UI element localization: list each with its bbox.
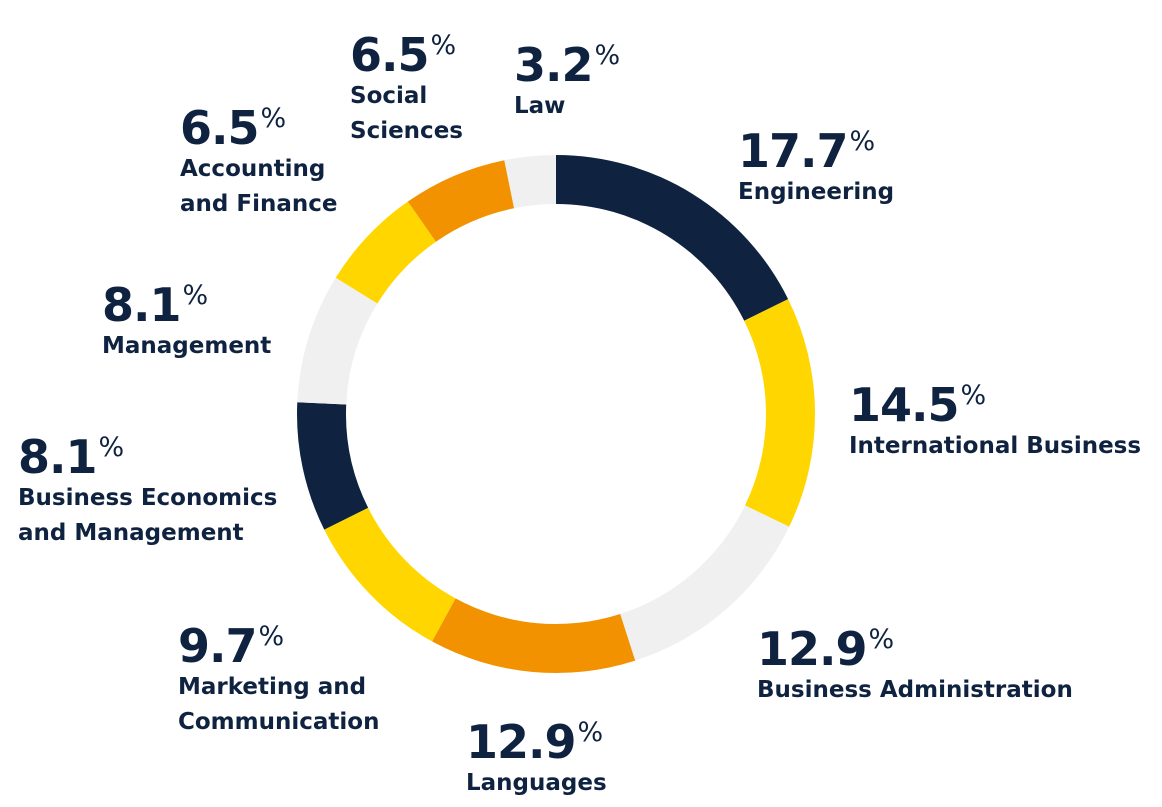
percent-symbol: % [594,40,621,71]
percent-number: 8.1 [18,430,97,484]
slice-management [297,277,378,405]
slice-social-sciences [407,160,515,242]
category-name: Business Administration [757,673,1073,708]
category-name-line: International Business [849,433,1142,459]
slice-law [504,155,556,209]
percent-value: 12.9% [757,616,1073,673]
category-name: Engineering [738,175,894,210]
percent-value: 6.5% [350,22,463,79]
category-name-line: and Management [18,520,244,546]
slice-languages [432,598,636,673]
label-social-sciences: 6.5% Social Sciences [350,22,463,149]
category-name: Marketing and Communication [178,670,379,740]
percent-symbol: % [182,280,209,311]
percent-symbol: % [849,126,876,157]
label-marketing-and-communication: 9.7% Marketing and Communication [178,613,379,740]
percent-value: 12.9% [466,709,607,766]
category-name-line: Business Administration [757,677,1073,703]
percent-value: 8.1% [102,272,271,329]
slice-engineering [556,155,789,321]
percent-value: 9.7% [178,613,379,670]
category-name: Accounting and Finance [180,152,337,222]
slice-business-economics-and-management [296,402,369,530]
category-name-line: Social [350,83,428,109]
percent-value: 17.7% [738,118,894,175]
percent-value: 8.1% [18,424,277,481]
slice-marketing-and-communication [324,507,456,642]
label-law: 3.2% Law [514,32,621,124]
category-name-line: and Finance [180,191,338,217]
percent-value: 6.5% [180,95,337,152]
category-name: Languages [466,766,607,801]
percent-number: 6.5 [180,101,259,155]
label-accounting-and-finance: 6.5% Accounting and Finance [180,95,337,222]
category-name-line: Law [514,93,566,119]
percent-number: 12.9 [466,715,576,769]
category-name-line: Management [102,333,272,359]
percent-symbol: % [98,432,125,463]
percent-number: 8.1 [102,278,181,332]
label-business-economics-and-management: 8.1% Business Economics and Management [18,424,277,551]
category-name: Law [514,89,619,124]
label-business-administration: 12.9% Business Administration [757,616,1073,708]
percent-symbol: % [260,103,287,134]
category-name-line: Business Economics [18,485,278,511]
category-name: International Business [849,429,1141,464]
category-name: Business Economics and Management [18,481,277,551]
percent-symbol: % [258,621,285,652]
category-name: Social Sciences [350,79,463,149]
label-management: 8.1% Management [102,272,271,364]
category-name-line: Marketing and [178,674,367,700]
percent-number: 17.7 [738,124,848,178]
percent-number: 12.9 [757,622,867,676]
slice-international-business [744,299,816,527]
percent-symbol: % [868,624,895,655]
percent-number: 9.7 [178,619,257,673]
percent-symbol: % [960,380,987,411]
percent-symbol: % [577,717,604,748]
category-name-line: Communication [178,709,380,735]
label-languages: 12.9% Languages [466,709,607,801]
percent-value: 14.5% [849,372,1141,429]
label-international-business: 14.5% International Business [849,372,1141,464]
category-name: Management [102,329,271,364]
slice-accounting-and-finance [335,201,436,304]
percent-symbol: % [430,30,457,61]
category-name-line: Accounting [180,156,326,182]
label-engineering: 17.7% Engineering [738,118,894,210]
category-name-line: Engineering [738,179,895,205]
percent-number: 3.2 [514,38,593,92]
category-name-line: Languages [466,770,607,796]
slice-business-administration [620,505,790,661]
category-name-line: Sciences [350,118,463,144]
percent-number: 6.5 [350,28,429,82]
percent-value: 3.2% [514,32,621,92]
percent-number: 14.5 [849,378,959,432]
